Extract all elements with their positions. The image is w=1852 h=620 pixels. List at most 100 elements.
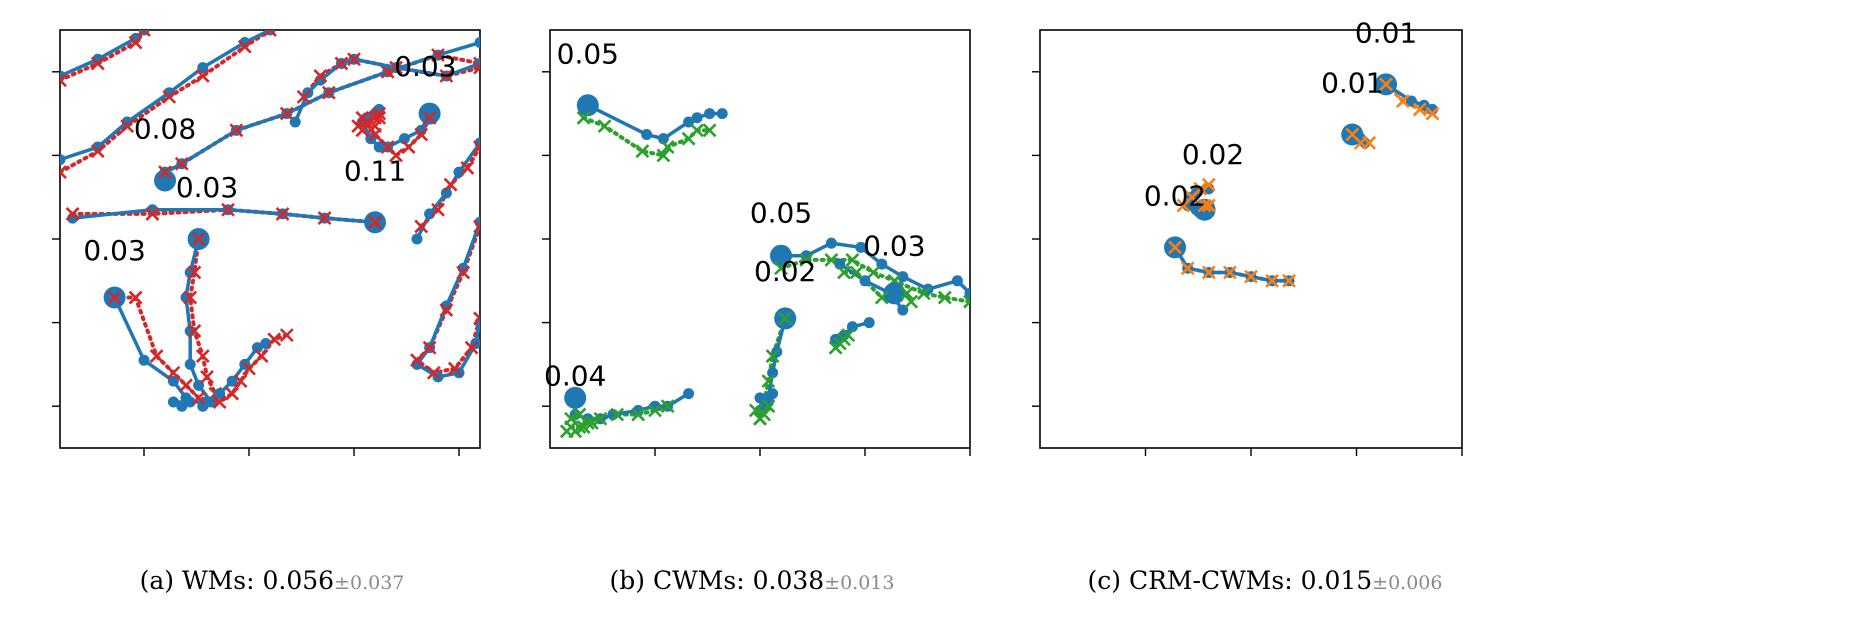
predicted-point [195,69,210,83]
caption-a-pm: ±0.037 [334,572,405,594]
caption-a-label: (a) WMs: [139,566,263,595]
true-point [184,396,196,408]
true-point [834,258,846,270]
predicted-point [963,294,970,309]
start-point [576,94,599,117]
predicted-point [690,123,704,138]
true-point [767,388,779,400]
true-point [167,375,179,387]
predicted-point [799,252,814,267]
error-label: 0.08 [134,113,196,146]
true-point [373,141,385,153]
predicted-point [900,286,914,301]
predicted-point [368,119,382,134]
true-point [167,396,179,408]
predicted-point [761,374,776,389]
predicted-point [572,407,587,422]
panel-2: 0.05 0.05 0.03 0.02 0.04 [542,29,971,456]
true-point [855,241,867,253]
predicted-point [166,365,181,380]
predicted-point [748,403,763,418]
predicted-point [355,123,370,138]
predicted-point [568,424,583,439]
true-point [716,108,728,120]
predicted-point [702,123,717,138]
predicted-point [447,361,462,376]
predicted-point [414,219,429,234]
predicted-point [464,340,479,355]
predicted-point [576,420,591,435]
true-point [825,237,837,249]
predicted-point [845,252,860,267]
error-label: 0.03 [394,50,456,83]
true-point [197,62,209,74]
predicted-point [1201,265,1216,280]
true-point [691,112,703,124]
predicted-point [660,140,675,154]
true-trajectory [72,207,376,225]
predicted-point [187,265,202,280]
predicted-point [372,106,387,121]
error-label: 0.02 [754,255,816,288]
predicted-point [456,265,471,280]
true-point [641,129,653,140]
predicted-point [191,390,206,405]
predicted-point [128,290,143,305]
predicted-point [597,119,612,134]
start-point [883,282,906,305]
predicted-point [221,202,235,217]
predicted-point [656,148,671,163]
true-point [424,208,436,220]
error-label: 0.02 [1182,138,1244,171]
predicted-point [874,290,889,305]
caption-c-value: 0.015 [1300,566,1373,595]
predicted-point [321,85,336,100]
predicted-point [1425,106,1440,121]
true-point [176,400,188,412]
predicted-point [460,161,475,175]
predicted-point [233,374,248,389]
predicted-point [431,48,445,62]
caption-b-pm: ±0.013 [824,572,895,594]
true-point [60,154,66,166]
error-label: 0.01 [1355,17,1417,50]
true-point [138,354,150,366]
error-label: 0.11 [344,154,406,187]
true-point [411,233,423,245]
true-point [184,358,196,370]
true-point [201,396,213,408]
predicted-point [635,144,650,159]
predicted-point [564,411,578,426]
predicted-point [473,60,480,75]
error-label: 0.03 [83,234,145,267]
caption-c-pm: ±0.006 [1372,572,1443,594]
predicted-point [279,328,294,343]
predicted-point [916,286,931,301]
predicted-point [347,52,361,67]
plot-area [559,94,970,439]
caption-c: (c) CRM-CWMs: 0.015±0.006 [1088,566,1443,595]
predicted-point [866,265,881,280]
predicted-point [422,110,437,125]
predicted-point [1265,273,1280,288]
predicted-point [660,399,675,414]
predicted-point [426,365,441,380]
true-point [897,271,909,283]
predicted-point [254,349,269,363]
predicted-point [359,115,374,129]
start-point [154,169,176,192]
true-trajectory [415,221,480,379]
predicted-point [65,207,80,221]
plot-area [1164,73,1440,288]
predicted-point [401,140,416,154]
predicted-point [174,156,189,171]
predicted-point [229,123,244,138]
predicted-point [372,110,387,125]
predicted-point [937,290,952,305]
predicted-point [610,407,625,422]
predicted-point [1180,261,1195,276]
error-label: 0.05 [750,196,812,229]
predicted-point [120,119,135,134]
predicted-point [414,127,429,142]
